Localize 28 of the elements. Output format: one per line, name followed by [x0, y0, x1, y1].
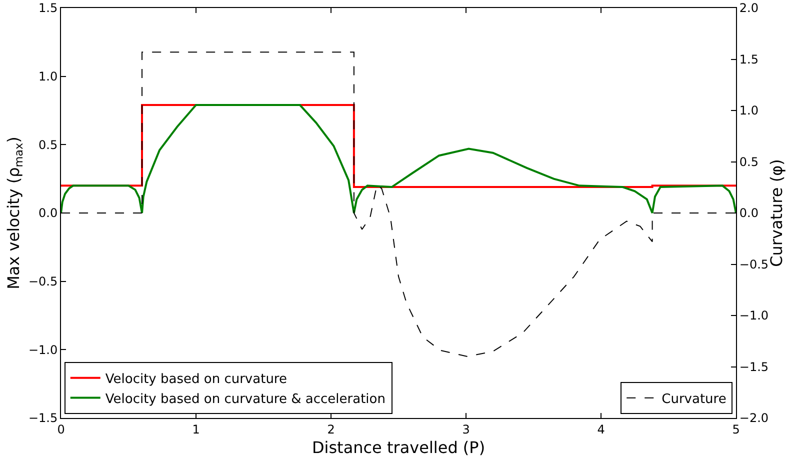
x-tick-label: 3 [462, 422, 470, 436]
y2-tick-label: 1.5 [739, 52, 758, 66]
y2-axis-title: Curvature (φ) [767, 159, 786, 267]
y-tick-label: −0.5 [28, 274, 58, 289]
y-tick-label: 0.5 [38, 138, 58, 152]
x-tick-label: 1 [192, 422, 200, 436]
y-tick-label: 1.0 [38, 70, 58, 84]
y2-tick-label: 1.0 [739, 104, 758, 118]
legend-label: Curvature [662, 392, 726, 407]
x-tick-label: 5 [732, 422, 740, 436]
y2-tick-label: 0.5 [739, 154, 758, 169]
x-axis-title: Distance travelled (P) [312, 438, 486, 457]
y-tick-label: −1.5 [28, 411, 58, 426]
y2-tick-label: 2.0 [739, 1, 758, 16]
x-tick-label: 2 [327, 422, 335, 436]
y-tick-label: 1.5 [38, 1, 58, 16]
y2-tick-label: −0.5 [739, 257, 769, 272]
line-series [61, 104, 736, 214]
y2-tick-label: −2.0 [739, 411, 769, 426]
legend-label: Velocity based on curvature & acceleration [105, 392, 386, 407]
x-tick-label: 4 [597, 422, 605, 436]
y2-tick-label: −1.5 [739, 360, 769, 374]
y-tick-label: 0.0 [38, 206, 58, 220]
y-tick-label: −1.0 [28, 342, 58, 357]
y2-tick-label: 0.0 [739, 206, 758, 220]
legend-label: Velocity based on curvature [105, 372, 287, 387]
y2-tick-label: −1.0 [739, 308, 769, 323]
x-tick-label: 0 [57, 422, 65, 436]
